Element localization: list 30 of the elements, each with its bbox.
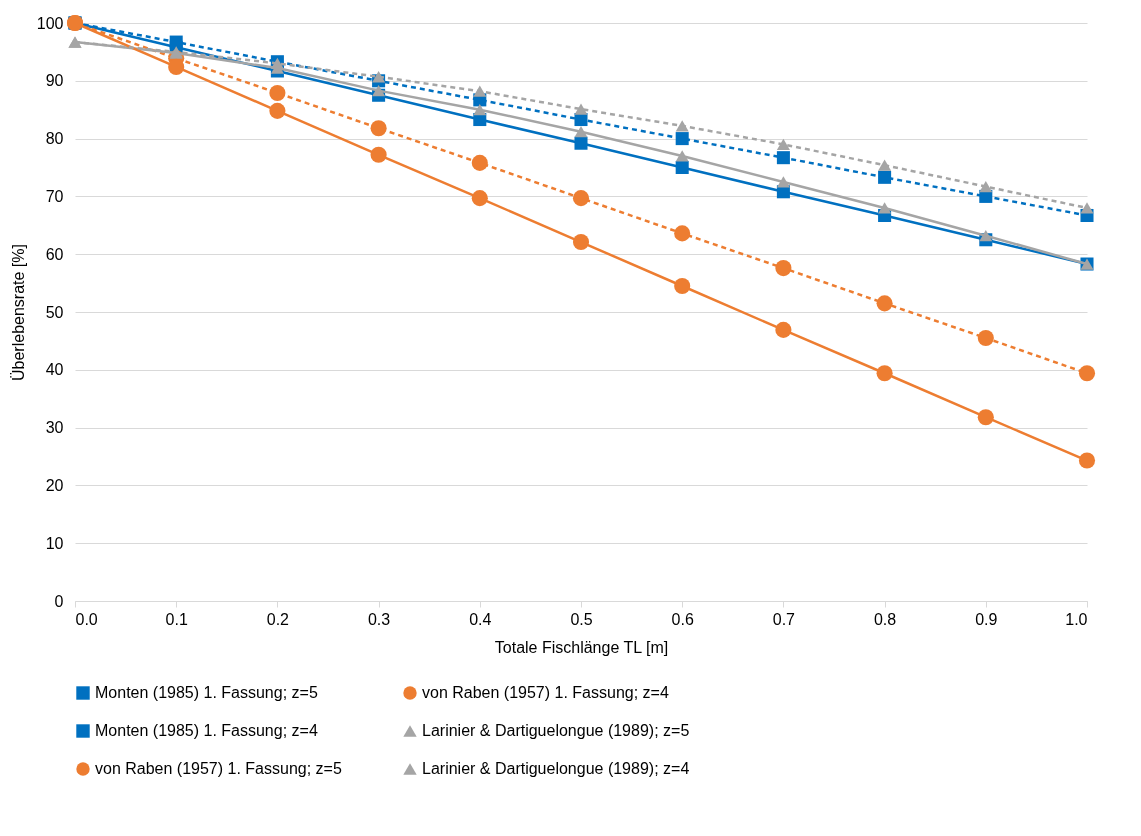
x-tick-label: 0.8 [873,610,897,628]
x-tick-label: 0.1 [165,610,188,628]
y-tick-label: 30 [45,419,64,437]
x-tick-label: 0.9 [975,610,998,628]
legend-label: von Raben (1957) 1. Fassung; z=4 [422,684,669,701]
y-tick-label: 40 [45,361,64,379]
legend-label: Larinier & Dartiguelongue (1989); z=4 [422,760,690,777]
y-tick-label: 90 [45,72,64,90]
x-tick-label: 0.5 [570,610,593,628]
y-tick-label: 70 [45,187,64,205]
x-tick-label: 0.6 [671,610,694,628]
x-tick-label: 0.3 [367,610,391,628]
x-tick-label: 0.0 [75,610,98,628]
y-tick-label: 0 [54,592,64,610]
legend-label: Monten (1985) 1. Fassung; z=5 [95,684,318,701]
x-tick-label: 0.7 [772,610,796,628]
legend-label: Larinier & Dartiguelongue (1989); z=5 [422,722,690,739]
y-axis-title: Überlebensrate [%] [9,244,27,381]
y-tick-label: 10 [45,534,64,552]
x-tick-label: 0.4 [469,610,492,628]
y-tick-label: 100 [36,14,64,32]
y-tick-label: 50 [45,303,64,321]
y-tick-label: 60 [45,245,64,263]
y-tick-label: 20 [45,476,64,494]
legend-label: von Raben (1957) 1. Fassung; z=5 [95,760,342,777]
x-tick-label: 0.2 [266,610,290,628]
x-tick-label: 1.0 [1065,610,1088,628]
legend-label: Monten (1985) 1. Fassung; z=4 [95,722,318,739]
y-tick-label: 80 [45,130,64,148]
x-axis-title: Totale Fischlänge TL [m] [494,638,669,656]
